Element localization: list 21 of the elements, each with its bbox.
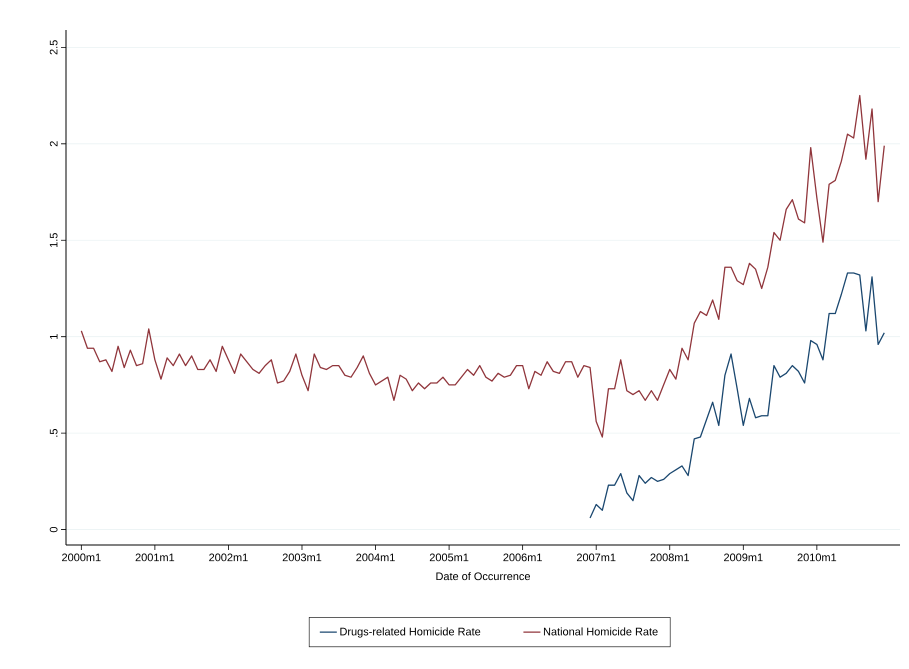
x-tick-label: 2001m1 [136,554,174,562]
y-tick-label: .5 [50,429,58,437]
y-tick-label: 2 [50,141,58,146]
line-series [589,272,885,519]
legend-label: Drugs-related Homicide Rate [340,627,480,638]
y-tick-label: 0 [50,526,58,532]
x-tick-label: 2008m1 [650,554,690,562]
y-tick-label: 1 [50,334,58,339]
x-tick-label: 2007m1 [576,554,616,562]
x-tick-label: 2006m1 [503,554,542,562]
x-tick-label: 2000m1 [62,554,101,562]
y-tick-label: 1.5 [50,233,58,248]
y-tick-label: 2.5 [50,40,58,54]
x-tick-label: 2004m1 [356,554,395,562]
legend-label: National Homicide Rate [544,627,658,636]
x-tick-label: 2002m1 [209,554,248,562]
x-tick-label: 2005m1 [430,554,468,562]
x-axis-title: Date of Occurrence [436,572,530,580]
x-tick-label: 2003m1 [282,554,322,562]
x-tick-label: 2009m1 [724,554,763,562]
x-tick-label: 2010m1 [798,554,836,562]
